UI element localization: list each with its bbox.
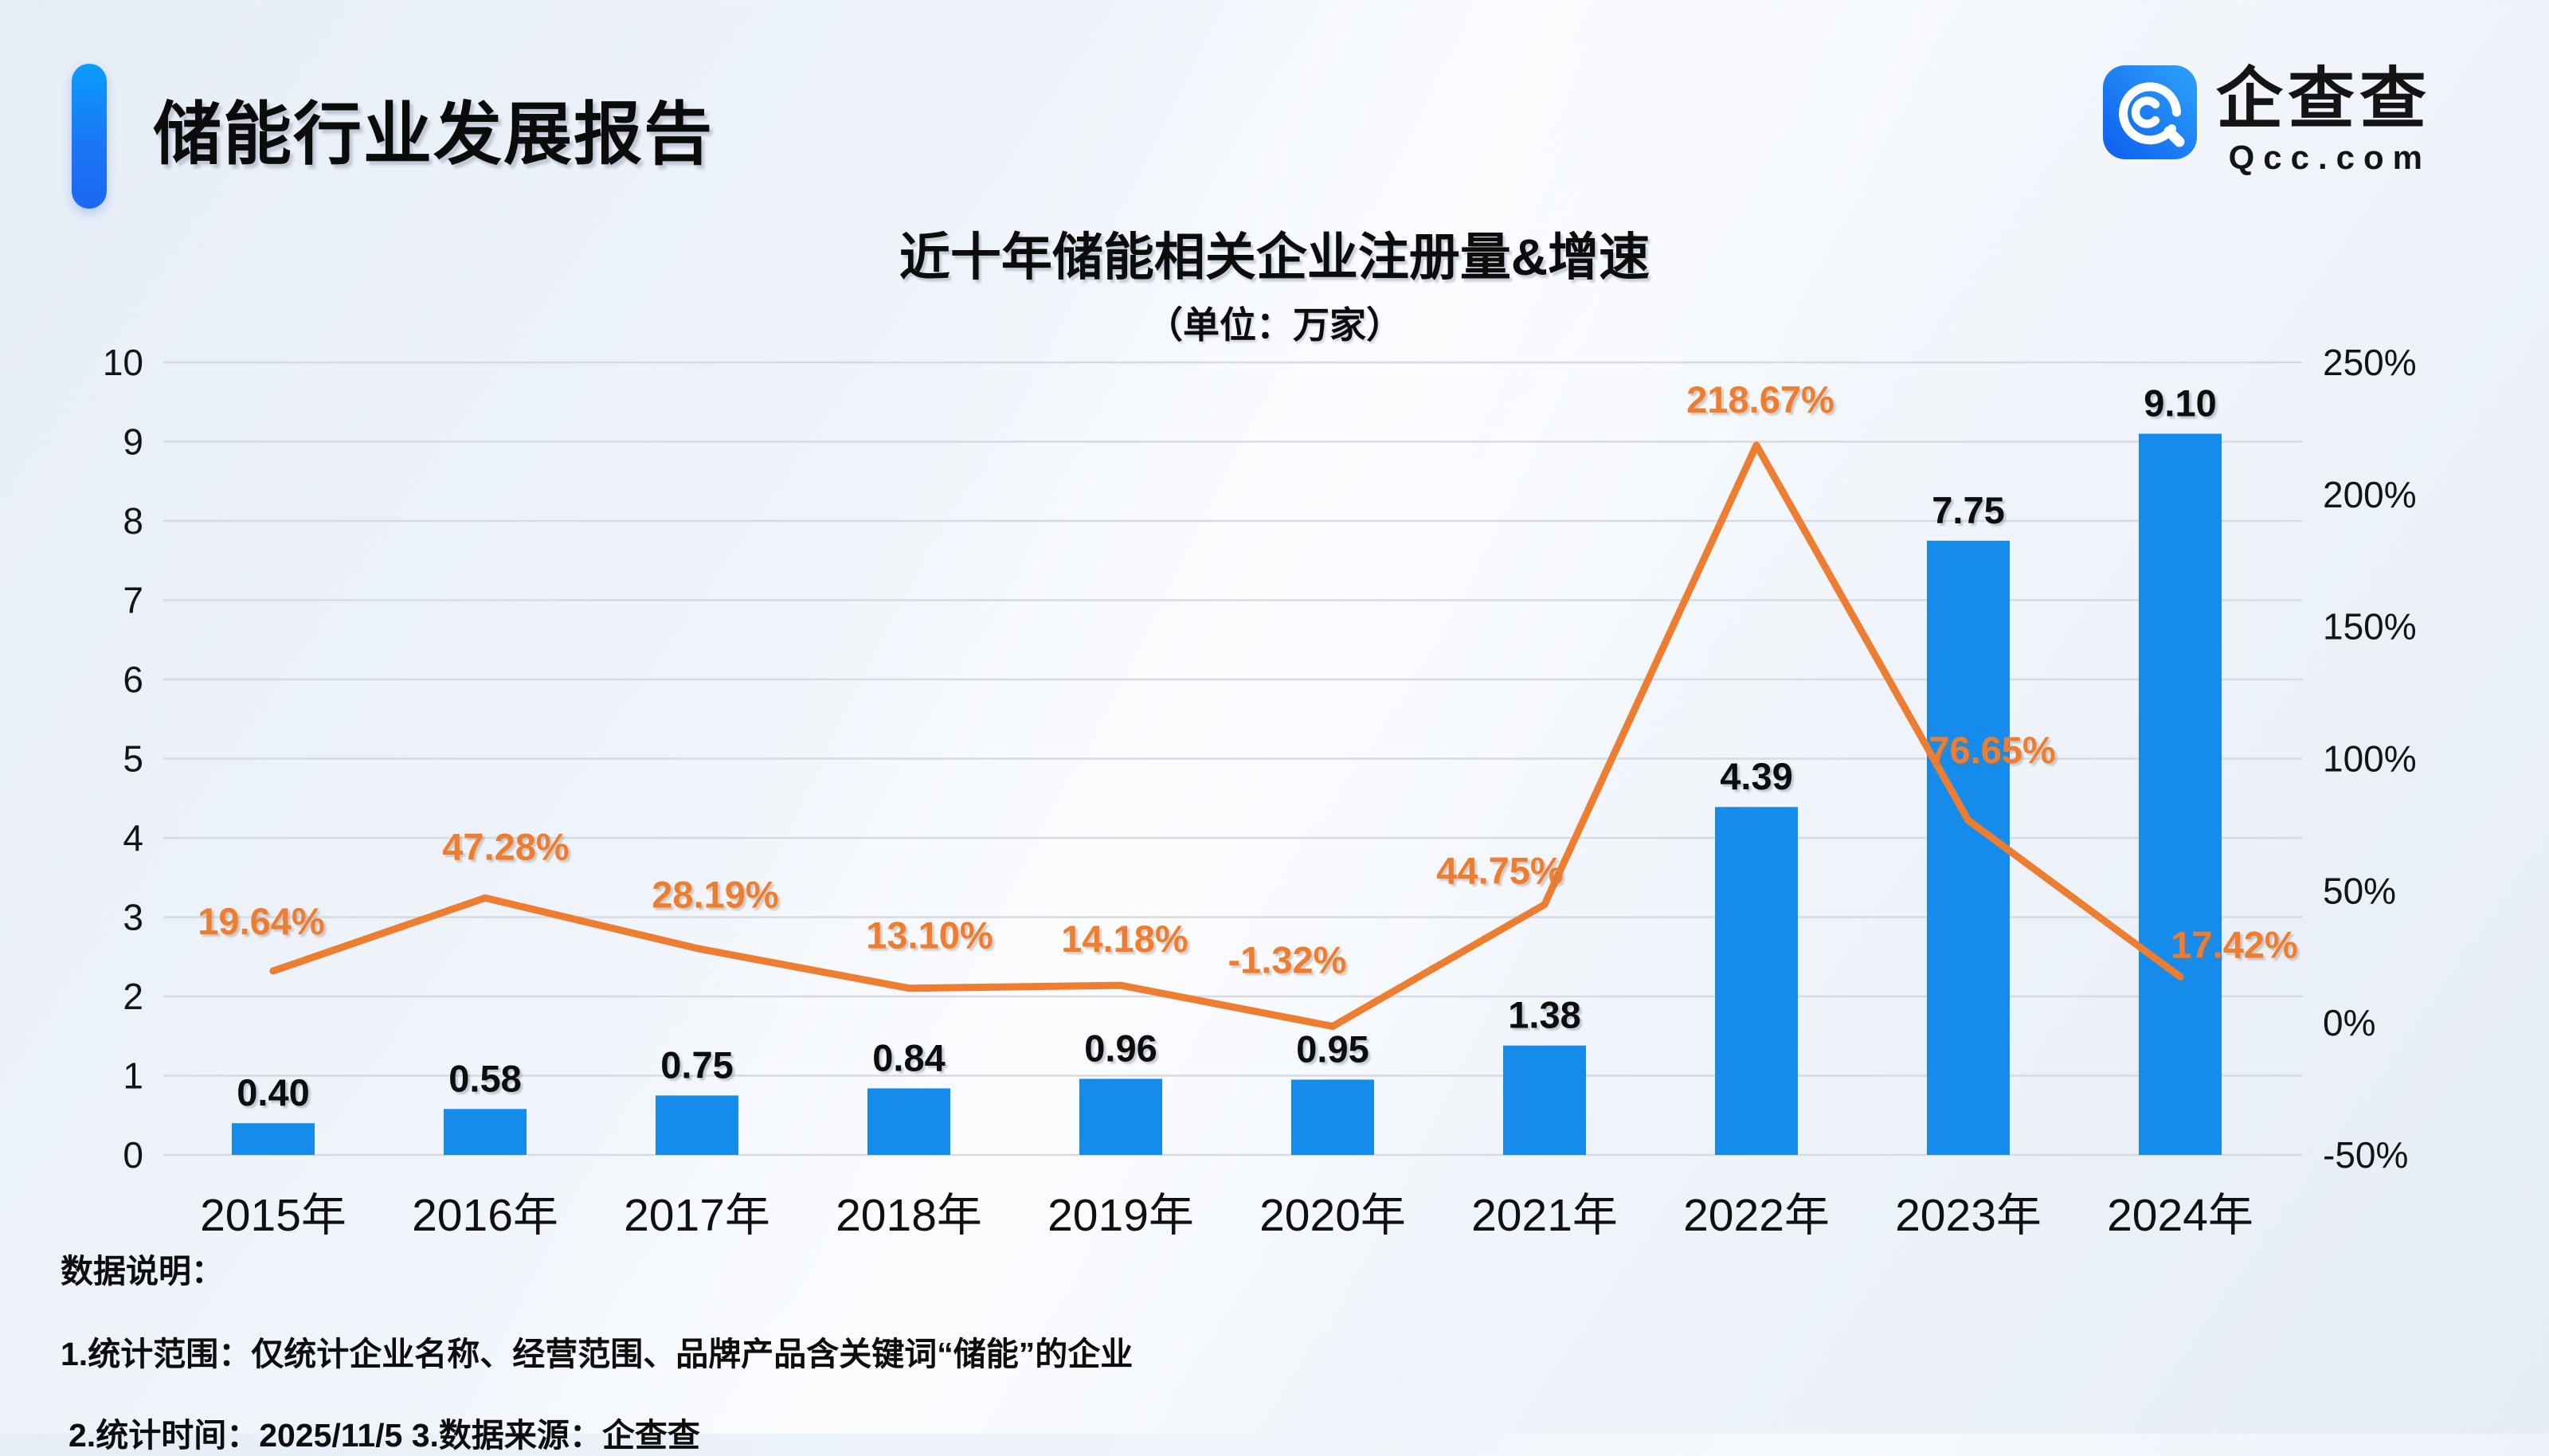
chart-subtitle: （单位：万家） (1146, 304, 1403, 346)
y-axis-tick-left: 10 (103, 342, 143, 383)
footer-note-2: 2.统计时间：2025/11/5 3.数据来源：企查查 (69, 1417, 700, 1454)
x-axis-label: 2020年 (1259, 1190, 1406, 1241)
y-axis-tick-right: -50% (2323, 1134, 2408, 1176)
logo-company-name: 企查查 (2215, 61, 2431, 136)
y-axis-tick-left: 2 (123, 976, 143, 1017)
y-axis-tick-left: 4 (123, 817, 143, 859)
x-axis-label: 2021年 (1471, 1190, 1618, 1241)
y-axis-tick-left: 7 (123, 580, 143, 621)
x-axis-label: 2019年 (1047, 1190, 1194, 1241)
bar-value-label: 0.40 (237, 1071, 309, 1114)
bar-2024年 (2139, 433, 2222, 1155)
y-axis-tick-left: 9 (123, 421, 143, 463)
bar-value-label: 1.38 (1508, 994, 1580, 1036)
y-axis-tick-left: 5 (123, 738, 143, 780)
bar-2021年 (1503, 1045, 1586, 1155)
x-axis-label: 2023年 (1895, 1190, 2042, 1241)
y-axis-tick-left: 1 (123, 1055, 143, 1097)
growth-rate-label: 14.18% (1061, 918, 1188, 960)
bar-value-label: 0.58 (448, 1057, 521, 1099)
footer-note-1: 1.统计范围：仅统计企业名称、经营范围、品牌产品含关键词“储能”的企业 (61, 1336, 1134, 1372)
bar-2017年 (656, 1095, 738, 1155)
page-title: 储能行业发展报告 (153, 96, 714, 173)
footer-notes: 数据说明： 1.统计范围：仅统计企业名称、经营范围、品牌产品含关键词“储能”的企… (61, 1244, 1133, 1456)
x-axis-label: 2017年 (624, 1190, 770, 1241)
bar-2023年 (1927, 540, 2010, 1155)
y-axis-tick-left: 8 (123, 500, 143, 542)
y-axis-tick-right: 150% (2323, 606, 2417, 648)
growth-rate-label: 17.42% (2171, 923, 2297, 965)
growth-rate-label: 76.65% (1928, 729, 2055, 771)
x-axis-label: 2016年 (412, 1190, 558, 1241)
logo-domain: Qcc.com (2228, 139, 2431, 176)
growth-rate-label: 13.10% (866, 914, 993, 957)
bar-2022年 (1715, 807, 1798, 1155)
bar-value-label: 0.84 (872, 1036, 945, 1078)
growth-rate-label: -1.32% (1228, 939, 1347, 981)
bar-2016年 (444, 1109, 527, 1155)
growth-rate-label: 47.28% (442, 825, 569, 867)
y-axis-tick-left: 0 (123, 1134, 143, 1176)
bar-value-label: 7.75 (1932, 489, 2004, 531)
qcc-logo: 企查查 Qcc.com (2102, 61, 2431, 177)
bar-value-label: 4.39 (1720, 755, 1792, 797)
footer-heading: 数据说明： (61, 1253, 224, 1290)
bar-value-label: 9.10 (2144, 382, 2216, 425)
bar-2015年 (232, 1123, 315, 1155)
bar-value-label: 0.95 (1296, 1027, 1368, 1070)
title-accent-bar (72, 64, 107, 209)
bar-2019年 (1079, 1078, 1162, 1155)
y-axis-tick-right: 50% (2323, 870, 2396, 911)
y-axis-tick-right: 250% (2323, 342, 2417, 383)
x-axis-label: 2022年 (1683, 1190, 1830, 1241)
growth-rate-label: 218.67% (1686, 378, 1834, 421)
bar-2020年 (1291, 1079, 1374, 1155)
chart-title: 近十年储能相关企业注册量&增速 (899, 229, 1650, 286)
y-axis-tick-left: 6 (123, 659, 143, 700)
growth-rate-label: 28.19% (652, 874, 778, 916)
growth-rate-label: 19.64% (198, 900, 324, 942)
bar-2018年 (867, 1088, 950, 1155)
x-axis-label: 2024年 (2107, 1190, 2253, 1241)
y-axis-tick-left: 3 (123, 897, 143, 938)
bar-value-label: 0.96 (1084, 1027, 1157, 1069)
bar-value-label: 0.75 (660, 1043, 733, 1086)
y-axis-tick-right: 200% (2323, 474, 2417, 515)
growth-line (269, 441, 2184, 1031)
y-axis-tick-right: 0% (2323, 1002, 2375, 1043)
y-axis-tick-right: 100% (2323, 738, 2417, 780)
growth-rate-label: 44.75% (1436, 850, 1563, 892)
x-axis-label: 2015年 (200, 1190, 347, 1241)
x-axis-label: 2018年 (836, 1190, 982, 1241)
qcc-logo-icon (2102, 65, 2197, 159)
